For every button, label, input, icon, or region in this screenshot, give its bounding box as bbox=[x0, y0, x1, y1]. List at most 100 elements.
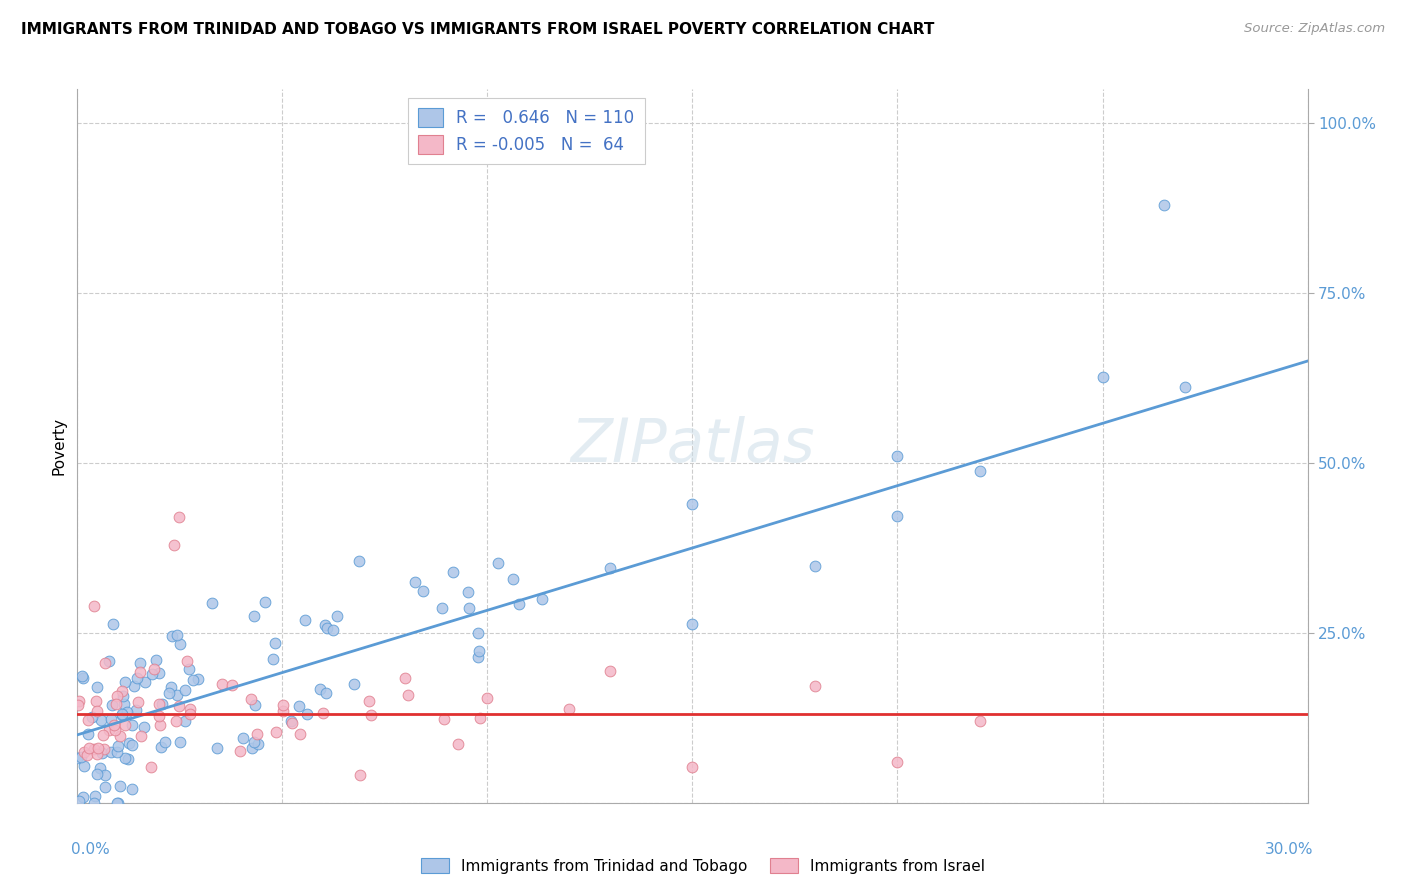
Point bbox=[232, 731, 254, 746]
Point bbox=[86, 741, 108, 756]
Point bbox=[73, 745, 96, 759]
Legend: Immigrants from Trinidad and Tobago, Immigrants from Israel: Immigrants from Trinidad and Tobago, Imm… bbox=[415, 852, 991, 880]
Point bbox=[105, 796, 128, 810]
Point bbox=[969, 464, 991, 478]
Point bbox=[103, 718, 125, 732]
Point bbox=[114, 751, 136, 765]
Point bbox=[221, 678, 243, 692]
Point bbox=[66, 750, 89, 764]
Point bbox=[322, 623, 344, 637]
Point bbox=[467, 625, 489, 640]
Point bbox=[86, 767, 108, 781]
Point bbox=[314, 618, 336, 632]
Point bbox=[107, 796, 129, 810]
Point bbox=[262, 651, 284, 665]
Point bbox=[253, 595, 276, 609]
Point bbox=[271, 704, 294, 718]
Point bbox=[72, 789, 94, 804]
Point bbox=[132, 720, 155, 734]
Point bbox=[105, 689, 128, 703]
Point bbox=[347, 554, 370, 568]
Point bbox=[145, 653, 167, 667]
Point bbox=[148, 709, 170, 723]
Point bbox=[394, 671, 416, 685]
Point bbox=[176, 654, 198, 668]
Y-axis label: Poverty: Poverty bbox=[52, 417, 67, 475]
Point bbox=[94, 656, 117, 670]
Point bbox=[886, 509, 908, 524]
Point bbox=[167, 699, 190, 714]
Text: ZIPatlas: ZIPatlas bbox=[571, 417, 814, 475]
Point bbox=[229, 744, 252, 758]
Point bbox=[79, 740, 101, 755]
Text: 0.0%: 0.0% bbox=[72, 842, 110, 857]
Point bbox=[246, 726, 269, 740]
Point bbox=[179, 702, 201, 716]
Point bbox=[93, 780, 115, 795]
Point bbox=[108, 779, 131, 793]
Point bbox=[163, 537, 186, 551]
Point bbox=[73, 759, 96, 773]
Point bbox=[315, 685, 337, 699]
Point bbox=[405, 575, 427, 590]
Point bbox=[125, 671, 148, 685]
Point bbox=[457, 585, 479, 599]
Point bbox=[468, 644, 491, 658]
Point bbox=[86, 704, 108, 718]
Point bbox=[129, 729, 152, 743]
Point bbox=[86, 680, 108, 694]
Point bbox=[110, 683, 132, 698]
Point bbox=[682, 616, 704, 631]
Point bbox=[264, 636, 287, 650]
Point bbox=[83, 599, 105, 613]
Point bbox=[148, 665, 170, 680]
Point bbox=[181, 673, 204, 688]
Point bbox=[72, 671, 94, 685]
Point bbox=[149, 718, 172, 732]
Point bbox=[112, 697, 135, 711]
Point bbox=[101, 616, 124, 631]
Point bbox=[105, 697, 128, 711]
Point bbox=[467, 649, 489, 664]
Point bbox=[599, 561, 621, 575]
Point bbox=[166, 689, 188, 703]
Point bbox=[174, 714, 197, 729]
Point bbox=[150, 697, 173, 711]
Point bbox=[84, 789, 107, 803]
Point bbox=[477, 691, 499, 706]
Point bbox=[360, 707, 382, 722]
Point bbox=[316, 621, 339, 635]
Point bbox=[72, 669, 94, 683]
Point bbox=[97, 723, 120, 738]
Point bbox=[243, 698, 266, 712]
Point bbox=[1153, 198, 1175, 212]
Point bbox=[599, 664, 621, 678]
Point bbox=[115, 705, 138, 719]
Legend: R =   0.646   N = 110, R = -0.005   N =  64: R = 0.646 N = 110, R = -0.005 N = 64 bbox=[408, 97, 644, 164]
Point bbox=[396, 688, 419, 702]
Point bbox=[243, 735, 266, 749]
Point bbox=[124, 679, 146, 693]
Point bbox=[148, 697, 170, 711]
Point bbox=[100, 712, 122, 726]
Point bbox=[169, 734, 191, 748]
Point bbox=[77, 727, 100, 741]
Point bbox=[886, 755, 908, 769]
Point bbox=[468, 711, 491, 725]
Point bbox=[93, 741, 115, 756]
Point bbox=[90, 713, 112, 727]
Point bbox=[177, 662, 200, 676]
Point bbox=[271, 698, 294, 713]
Point bbox=[121, 718, 143, 732]
Point bbox=[121, 738, 143, 752]
Point bbox=[166, 627, 188, 641]
Point bbox=[240, 741, 263, 756]
Point bbox=[412, 584, 434, 599]
Point bbox=[246, 737, 269, 751]
Point bbox=[91, 728, 114, 742]
Point bbox=[107, 739, 129, 754]
Point bbox=[281, 716, 304, 731]
Point bbox=[157, 686, 180, 700]
Point bbox=[486, 556, 509, 570]
Point bbox=[86, 747, 108, 762]
